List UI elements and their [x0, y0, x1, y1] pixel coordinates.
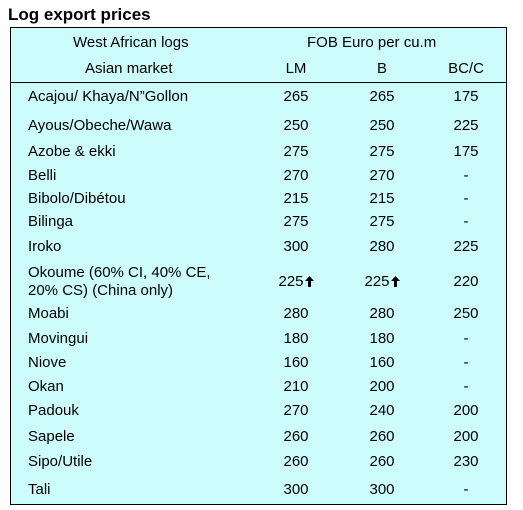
row-b: 265	[369, 88, 395, 105]
row-lm: 265	[283, 88, 309, 105]
row-b: 260	[369, 453, 395, 470]
row-b: 240	[369, 402, 395, 419]
row-name: Padouk	[28, 402, 79, 419]
row-lm: 275	[283, 213, 309, 230]
row-bc: 225	[453, 238, 479, 255]
row-lm: 270	[283, 167, 309, 184]
row-bc: -	[463, 481, 469, 498]
row-name: Iroko	[28, 238, 62, 255]
row-name: Okan	[28, 378, 64, 395]
row-lm: 270	[283, 402, 309, 419]
row-b: 280	[369, 305, 395, 322]
row-name: Belli	[28, 167, 57, 184]
row-bc: -	[463, 354, 469, 371]
row-bc: -	[463, 378, 469, 395]
row-b: 250	[369, 117, 395, 134]
row-lm: 300	[283, 481, 309, 498]
row-lm: 275	[283, 143, 309, 160]
row-bc: 175	[453, 143, 479, 160]
row-bc: 220	[453, 273, 479, 290]
row-name: Okoume (60% CI, 40% CE,	[28, 264, 211, 281]
header-bc: BC/C	[448, 60, 484, 77]
row-lm: 225	[261, 273, 331, 290]
row-b-value: 225	[364, 273, 390, 290]
row-b: 160	[369, 354, 395, 371]
row-bc: 200	[453, 428, 479, 445]
table-body	[10, 82, 507, 505]
row-bc: 175	[453, 88, 479, 105]
row-name-line2: 20% CS) (China only)	[28, 282, 174, 299]
row-b: 180	[369, 330, 395, 347]
header-lm: LM	[285, 60, 307, 77]
header-b: B	[376, 60, 387, 77]
row-name: Acajou/ Khaya/N”Gollon	[28, 88, 189, 105]
price-table: West African logs FOB Euro per cu.m Asia…	[10, 27, 507, 505]
row-bc: -	[463, 167, 469, 184]
row-bc: 225	[453, 117, 479, 134]
row-name: Ayous/Obeche/Wawa	[28, 117, 172, 134]
row-b: 275	[369, 213, 395, 230]
row-name: Niove	[28, 354, 67, 371]
row-lm: 280	[283, 305, 309, 322]
row-b: 280	[369, 238, 395, 255]
row-lm: 300	[283, 238, 309, 255]
row-name: Sapele	[28, 428, 75, 445]
row-bc: -	[463, 213, 469, 230]
row-lm: 250	[283, 117, 309, 134]
header-fob-euro: FOB Euro per cu.m	[307, 34, 437, 51]
row-name: Movingui	[28, 330, 89, 347]
header-asian-market: Asian market	[85, 60, 173, 77]
row-lm: 215	[283, 190, 309, 207]
row-b: 300	[369, 481, 395, 498]
row-bc: 230	[453, 453, 479, 470]
row-lm: 210	[283, 378, 309, 395]
up-arrow-icon	[390, 276, 400, 287]
row-lm: 260	[283, 428, 309, 445]
row-b: 275	[369, 143, 395, 160]
header-west-african-logs: West African logs	[73, 34, 189, 51]
row-bc: -	[463, 190, 469, 207]
row-lm-value: 225	[278, 273, 304, 290]
row-name: Azobe & ekki	[28, 143, 116, 160]
row-lm: 160	[283, 354, 309, 371]
row-bc: -	[463, 330, 469, 347]
row-b: 225	[347, 273, 417, 290]
row-name: Bilinga	[28, 213, 74, 230]
row-name: Tali	[28, 481, 51, 498]
row-b: 215	[369, 190, 395, 207]
row-lm: 260	[283, 453, 309, 470]
row-bc: 200	[453, 402, 479, 419]
row-name: Moabi	[28, 305, 69, 322]
page-title: Log export prices	[8, 5, 151, 24]
row-name: Bibolo/Dibétou	[28, 190, 126, 207]
up-arrow-icon	[304, 276, 314, 287]
row-bc: 250	[453, 305, 479, 322]
row-b: 270	[369, 167, 395, 184]
row-b: 260	[369, 428, 395, 445]
row-lm: 180	[283, 330, 309, 347]
row-b: 200	[369, 378, 395, 395]
row-name: Sipo/Utile	[28, 453, 93, 470]
